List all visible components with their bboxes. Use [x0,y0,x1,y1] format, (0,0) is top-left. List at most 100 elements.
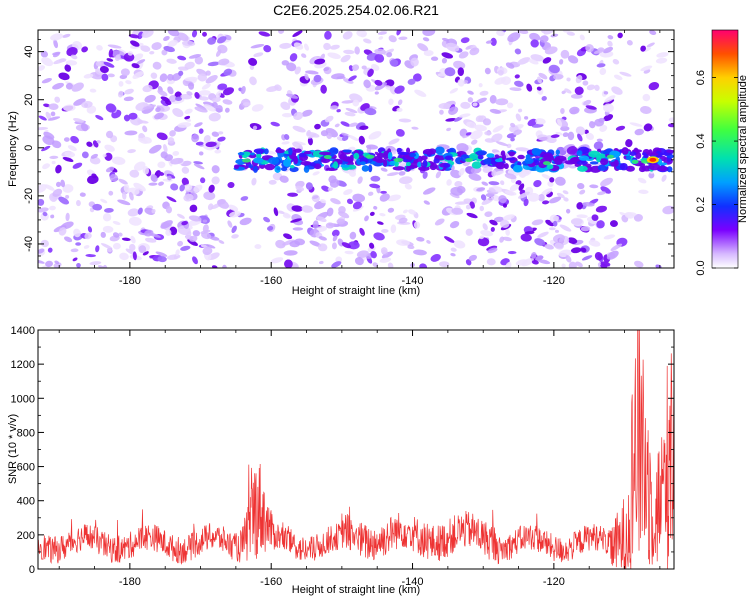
spectrogram-cell [188,215,202,222]
spectrogram-cell [527,118,538,127]
spectrogram-cell [64,64,72,72]
spectrogram-cell [492,125,504,133]
spectrogram-cell [194,92,200,99]
snr-y-tick-label: 200 [17,530,35,542]
spectrogram-band-cell [252,165,258,173]
spectrogram-cell [398,36,408,41]
spectrogram-band-cell [512,164,523,173]
spectrogram-cell [468,173,482,181]
spectrogram-cell [181,221,189,226]
spectrogram-cell [106,247,112,253]
spectrogram-cell [387,194,401,202]
spectrogram-x-tick-label: -140 [402,275,424,287]
spectrogram-cell [175,249,180,256]
spectrogram-band-cell [409,152,417,158]
spectrogram-cell [633,213,643,222]
spectrogram-cell [132,53,144,61]
spectrogram-cell [466,121,476,129]
spectrogram-cell [202,31,207,37]
spectrogram-cell [490,227,495,232]
spectrogram-cell [389,85,397,95]
spectrogram-cell [254,244,262,250]
spectrogram-cell [649,30,657,35]
spectrogram-cell [534,238,546,246]
spectrogram-cell [166,196,177,203]
spectrogram-cell [194,122,203,128]
spectrogram-cell [344,250,354,255]
spectrogram-cell [200,177,206,184]
spectrogram-cell [407,245,415,250]
spectrogram-cell [38,248,45,254]
spectrogram-cell [163,35,170,42]
spectrogram-cell [450,253,456,257]
spectrogram-cell [282,213,291,219]
spectrogram-cell [533,179,542,188]
spectrogram-cell [599,67,607,75]
spectrogram-cell [607,35,614,40]
spectrogram-cell [396,30,402,36]
spectrogram-cell [222,99,233,105]
spectrogram-cell [169,130,176,137]
spectrogram-band-cell [342,149,353,153]
snr-y-tick-label: 1000 [11,393,35,405]
spectrogram-cell [58,58,67,63]
spectrogram-cell [249,76,257,86]
spectrogram-cell [49,155,59,159]
spectrogram-band-cell [638,166,646,173]
spectrogram-cell [342,31,353,40]
spectrogram-cell [95,245,100,253]
spectrogram-cell [207,61,220,67]
spectrogram-cell [588,239,601,247]
spectrogram-cell [343,49,355,55]
spectrogram-cell [224,107,230,113]
snr-y-tick-label: 1400 [11,325,35,337]
spectrogram-cell [44,184,55,191]
spectrogram-cell [89,261,102,266]
spectrogram-cell [314,58,326,65]
spectrogram-cell [612,59,620,65]
spectrogram-cell [515,147,530,152]
spectrogram-cell [163,45,175,53]
spectrogram-cell [148,232,161,238]
spectrogram-cell [227,181,235,189]
spectrogram-cell [203,134,211,143]
spectrogram-band-cell [396,147,402,153]
spectrogram-cell [130,40,140,47]
spectrogram-cell [140,45,151,52]
spectrogram-cell [646,42,655,48]
spectrogram-cell [85,254,96,258]
spectrogram-cell [157,171,165,176]
spectrogram-cell [60,179,66,188]
spectrogram-cell [552,234,565,243]
spectrogram-cell [96,140,101,144]
spectrogram-cell [379,257,392,263]
spectrogram-cell [157,89,168,97]
spectrogram-cell [250,44,265,49]
spectrogram-cell [150,72,158,79]
spectrogram-x-axis-label: Height of straight line (km) [292,285,420,297]
spectrogram-cell [65,212,70,222]
spectrogram-cell [117,199,131,206]
snr-y-tick-label: 600 [17,462,35,474]
spectrogram-cell [603,46,614,54]
spectrogram-cell [595,205,608,213]
spectrogram-cell [370,64,380,71]
spectrogram-cell [537,231,549,238]
spectrogram-cell [227,220,233,228]
spectrogram-band-cell [288,147,293,156]
spectrogram-cell [142,125,148,133]
spectrogram-cell [383,48,395,56]
spectrogram-cell [128,34,140,39]
spectrogram-band-cell [483,158,493,165]
spectrogram-cell [191,30,198,38]
spectrogram-cell [155,251,168,257]
spectrogram-band-cell [589,161,599,165]
spectrogram-x-tick-label: -120 [543,275,565,287]
spectrogram-cell [62,156,74,162]
spectrogram-cell [448,106,459,115]
spectrogram-cell [131,63,140,69]
spectrogram-band-cell [268,157,280,165]
spectrogram-cell [277,210,285,215]
spectrogram-cell [507,251,517,255]
